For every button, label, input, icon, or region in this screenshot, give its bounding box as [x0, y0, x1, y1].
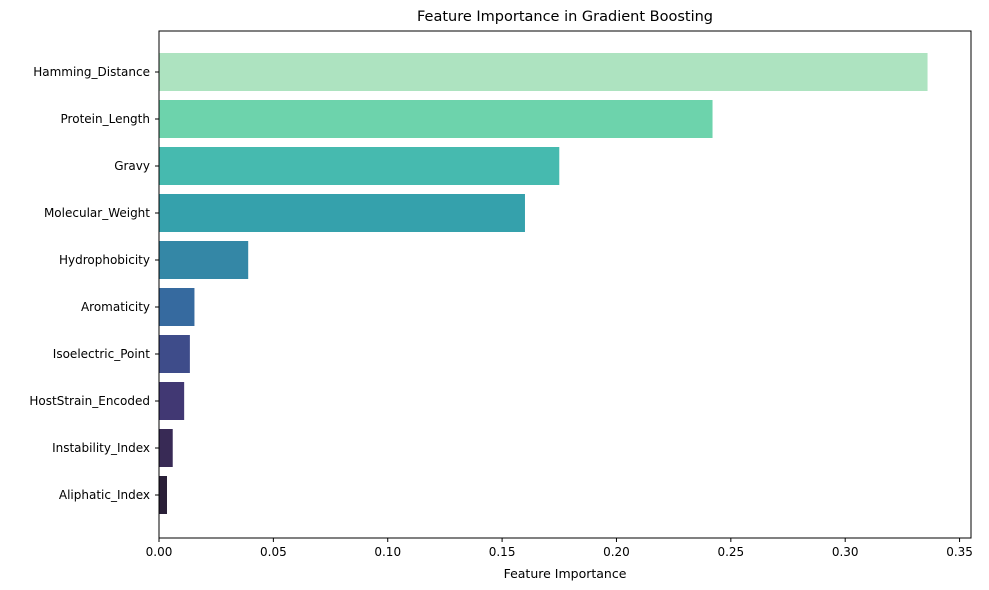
x-axis-ticks: 0.00 0.05 0.10 0.15 0.20 0.25 0.30 0.35	[146, 538, 973, 559]
bar-gravy	[159, 147, 560, 185]
x-tick-label: 0.15	[489, 545, 516, 559]
bar-aromaticity	[159, 288, 195, 326]
y-tick-label: Gravy	[114, 159, 150, 173]
x-tick-label: 0.35	[946, 545, 973, 559]
x-axis-label: Feature Importance	[504, 566, 627, 581]
bar-hoststrain-encoded	[159, 382, 185, 420]
x-tick-label: 0.30	[832, 545, 859, 559]
y-axis-ticks: Hamming_Distance Protein_Length Gravy Molec…	[29, 65, 159, 502]
x-tick-label: 0.25	[717, 545, 744, 559]
y-tick-label: Instability_Index	[52, 441, 150, 455]
y-tick-label: Molecular_Weight	[44, 206, 150, 220]
y-tick-label: Aliphatic_Index	[59, 488, 150, 502]
x-tick-label: 0.20	[603, 545, 630, 559]
x-tick-label: 0.00	[146, 545, 173, 559]
bar-hamming-distance	[159, 53, 928, 91]
bar-hydrophobicity	[159, 241, 249, 279]
plot-frame	[158, 30, 972, 539]
y-tick-label: Isoelectric_Point	[53, 347, 150, 361]
bars-group	[159, 53, 928, 514]
x-tick-label: 0.10	[374, 545, 401, 559]
bar-aliphatic-index	[159, 476, 168, 514]
bar-molecular-weight	[159, 194, 525, 232]
bar-protein-length	[159, 100, 713, 138]
y-tick-label: HostStrain_Encoded	[29, 394, 150, 408]
bar-instability-index	[159, 429, 173, 467]
y-tick-label: Aromaticity	[81, 300, 150, 314]
bar-isoelectric-point	[159, 335, 190, 373]
y-tick-label: Hamming_Distance	[33, 65, 150, 79]
chart-title: Feature Importance in Gradient Boosting	[417, 9, 713, 25]
y-tick-label: Hydrophobicity	[59, 253, 150, 267]
x-tick-label: 0.05	[260, 545, 287, 559]
y-tick-label: Protein_Length	[61, 112, 150, 126]
